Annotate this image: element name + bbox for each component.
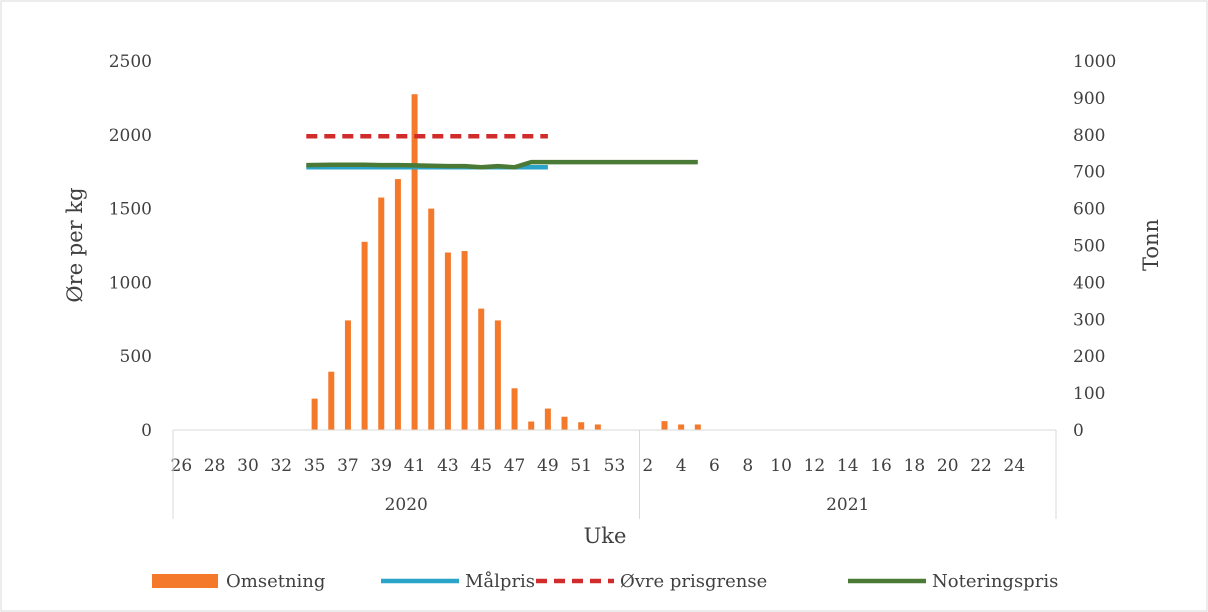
legend-label: Omsetning: [226, 571, 325, 592]
y-right-tick-label: 1000: [1073, 52, 1116, 72]
y-axis-right-title: Tonn: [1139, 219, 1163, 271]
legend-label: Øvre prisgrense: [620, 571, 767, 592]
bar-omsetning: [528, 421, 535, 430]
y-left-tick-label: 1000: [109, 273, 152, 293]
bar-omsetning: [661, 421, 668, 430]
line-noteringspris: [306, 159, 698, 170]
bar-omsetning: [561, 416, 568, 430]
bar-omsetning: [394, 179, 401, 430]
x-tick-label: 8: [742, 456, 753, 476]
y-right-tick-label: 500: [1073, 237, 1105, 257]
bar-omsetning: [478, 308, 485, 430]
y-axis-left-title: Øre per kg: [63, 187, 87, 302]
bar-omsetning: [428, 208, 435, 430]
x-tick-label: 47: [504, 456, 526, 476]
bar-omsetning: [494, 320, 501, 430]
bar-omsetning: [694, 424, 701, 430]
x-axis-title: Uke: [584, 524, 627, 548]
axes: 0 500 1000 1500 2000 2500 0 100 200 300 400 500 600 7…: [109, 52, 1116, 519]
x-tick-label: 14: [837, 456, 859, 476]
bar-omsetning: [511, 388, 518, 430]
x-tick-label: 4: [676, 456, 687, 476]
bar-omsetning: [544, 408, 551, 430]
y-right-tick-label: 800: [1073, 126, 1105, 146]
x-tick-label: 18: [904, 456, 926, 476]
y-right-tick-label: 900: [1073, 89, 1105, 109]
x-tick-label: 12: [804, 456, 826, 476]
x-year-label: 2021: [826, 495, 869, 515]
x-tick-label: 10: [770, 456, 792, 476]
x-tick-label: 2: [642, 456, 653, 476]
x-tick-label: 37: [337, 456, 359, 476]
y-left-tick-label: 1500: [109, 200, 152, 220]
bar-omsetning: [678, 424, 685, 430]
y-right-tick-label: 300: [1073, 310, 1105, 330]
x-tick-label: 30: [237, 456, 259, 476]
bar-omsetning: [461, 251, 468, 430]
y-left-tick-label: 500: [120, 347, 152, 367]
x-tick-label: 32: [270, 456, 292, 476]
x-tick-label: 22: [970, 456, 992, 476]
x-tick-label: 16: [870, 456, 892, 476]
legend-swatch-omsetning: [152, 574, 218, 588]
y-left-tick-label: 2000: [109, 126, 152, 146]
x-tick-label: 51: [570, 456, 592, 476]
y-left-tick-label: 0: [141, 421, 152, 441]
y-left-tick-label: 2500: [109, 52, 152, 72]
y-right-tick-label: 0: [1073, 421, 1084, 441]
bar-omsetning: [328, 371, 335, 430]
plot-area: [306, 94, 701, 431]
x-tick-label: 26: [171, 456, 193, 476]
y-right-tick-label: 200: [1073, 347, 1105, 367]
bar-omsetning: [411, 94, 418, 431]
x-tick-label: 28: [204, 456, 226, 476]
bar-omsetning: [344, 320, 351, 430]
x-tick-label: 35: [304, 456, 326, 476]
y-right-tick-label: 700: [1073, 163, 1105, 183]
y-right-tick-label: 100: [1073, 384, 1105, 404]
bar-omsetning: [444, 252, 451, 430]
bar-omsetning: [361, 241, 368, 430]
y-right-tick-label: 400: [1073, 273, 1105, 293]
bar-omsetning: [311, 398, 318, 430]
bar-omsetning: [378, 197, 385, 430]
legend-label: Noteringspris: [932, 571, 1058, 592]
x-tick-label: 41: [404, 456, 426, 476]
y-right-tick-label: 600: [1073, 200, 1105, 220]
x-year-label: 2020: [385, 495, 428, 515]
legend-label: Målpris: [465, 570, 535, 592]
x-tick-label: 6: [709, 456, 720, 476]
x-tick-label: 45: [470, 456, 492, 476]
x-tick-label: 20: [937, 456, 959, 476]
legend: Omsetning Målpris Øvre prisgrense Noterings…: [152, 570, 1058, 592]
bar-omsetning: [594, 424, 601, 430]
bar-omsetning: [578, 422, 585, 430]
x-tick-label: 39: [370, 456, 392, 476]
x-tick-label: 24: [1004, 456, 1026, 476]
x-tick-label: 49: [537, 456, 559, 476]
x-tick-label: 43: [437, 456, 459, 476]
x-tick-label: 53: [604, 456, 626, 476]
